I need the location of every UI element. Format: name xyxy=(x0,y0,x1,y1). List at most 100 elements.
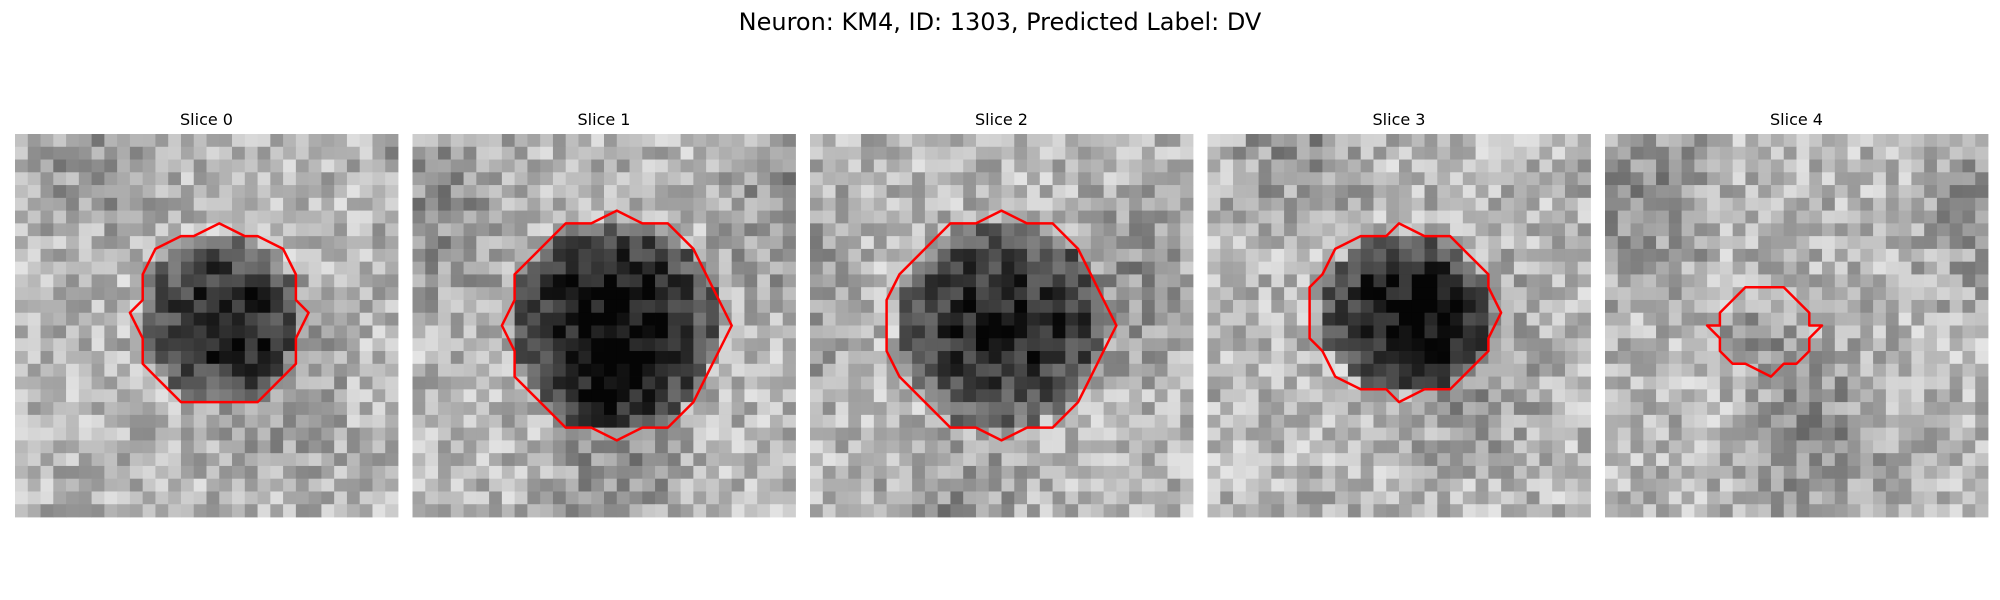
pixel xyxy=(1834,312,1848,326)
pixel xyxy=(1758,427,1772,441)
pixel xyxy=(578,325,592,339)
pixel xyxy=(1898,363,1912,377)
pixel xyxy=(1309,427,1323,441)
pixel xyxy=(693,414,707,429)
panel-title: Slice 1 xyxy=(578,110,631,129)
pixel xyxy=(912,185,926,199)
pixel xyxy=(1462,338,1476,352)
pixel xyxy=(1577,376,1591,390)
pixel xyxy=(425,338,439,352)
pixel xyxy=(810,478,824,492)
pixel xyxy=(1488,223,1502,237)
pixel xyxy=(1681,261,1695,275)
pixel xyxy=(1924,414,1938,429)
pixel xyxy=(642,197,656,211)
pixel xyxy=(1335,402,1349,416)
pixel xyxy=(1513,274,1528,288)
pixel xyxy=(514,338,528,352)
pixel xyxy=(1245,465,1259,480)
pixel xyxy=(1052,261,1066,275)
pixel xyxy=(1154,363,1168,377)
pixel xyxy=(66,402,80,416)
pixel xyxy=(193,427,207,441)
pixel xyxy=(527,465,541,480)
pixel xyxy=(1424,338,1438,352)
pixel xyxy=(1167,274,1181,288)
pixel xyxy=(1424,172,1438,186)
pixel xyxy=(1822,274,1836,288)
pixel xyxy=(129,274,144,288)
pixel xyxy=(168,274,182,288)
pixel xyxy=(1167,197,1181,211)
pixel xyxy=(912,465,926,480)
pixel xyxy=(1552,134,1566,148)
pixel xyxy=(1860,427,1874,441)
pixel xyxy=(1233,172,1247,186)
pixel xyxy=(1180,478,1194,492)
pixel xyxy=(848,389,862,403)
pixel xyxy=(975,312,990,326)
pixel xyxy=(1462,185,1476,199)
pixel xyxy=(1386,465,1400,480)
pixel xyxy=(1834,197,1848,211)
pixel xyxy=(1847,376,1861,390)
pixel xyxy=(1936,465,1951,480)
pixel xyxy=(1411,363,1425,377)
pixel xyxy=(1617,185,1631,199)
pixel xyxy=(912,134,926,148)
pixel xyxy=(899,389,913,403)
pixel xyxy=(1539,274,1553,288)
pixel xyxy=(1975,389,1989,403)
pixel xyxy=(1116,172,1130,186)
pixel xyxy=(578,287,592,301)
pixel xyxy=(1450,197,1464,211)
pixel xyxy=(1630,402,1644,416)
pixel xyxy=(257,159,271,173)
pixel xyxy=(1860,478,1874,492)
pixel xyxy=(591,453,605,467)
pixel xyxy=(1898,389,1912,403)
pixel xyxy=(270,427,284,441)
pixel xyxy=(591,197,605,211)
pixel xyxy=(463,146,477,160)
pixel xyxy=(1475,402,1489,416)
pixel xyxy=(1758,453,1772,467)
pixel xyxy=(1039,363,1053,377)
pixel xyxy=(1258,134,1272,148)
pixel xyxy=(1564,172,1579,186)
pixel xyxy=(835,312,849,326)
pixel xyxy=(655,146,669,160)
pixel xyxy=(1758,478,1772,492)
pixel xyxy=(372,427,386,441)
pixel xyxy=(283,389,297,403)
pixel xyxy=(450,261,464,275)
pixel xyxy=(193,146,207,160)
pixel xyxy=(1770,427,1785,441)
pixel xyxy=(667,197,681,211)
pixel xyxy=(1745,299,1759,314)
pixel xyxy=(1656,478,1670,492)
pixel xyxy=(1373,491,1387,505)
pixel xyxy=(155,465,169,480)
pixel xyxy=(476,185,490,199)
pixel xyxy=(1745,338,1759,352)
pixel xyxy=(514,491,528,505)
pixel xyxy=(385,402,399,416)
pixel xyxy=(963,376,977,390)
pixel xyxy=(270,325,284,339)
pixel xyxy=(117,274,131,288)
pixel xyxy=(1911,427,1925,441)
pixel xyxy=(1809,299,1823,314)
pixel xyxy=(731,338,745,352)
pixel xyxy=(1630,287,1644,301)
pixel xyxy=(1001,172,1015,186)
pixel xyxy=(78,223,92,237)
pixel xyxy=(463,338,477,352)
pixel xyxy=(1745,261,1759,275)
pixel xyxy=(1605,376,1619,390)
pixel xyxy=(1271,261,1285,275)
pixel xyxy=(117,427,131,441)
pixel xyxy=(950,261,964,275)
pixel xyxy=(1924,299,1938,314)
pixel xyxy=(822,223,836,237)
